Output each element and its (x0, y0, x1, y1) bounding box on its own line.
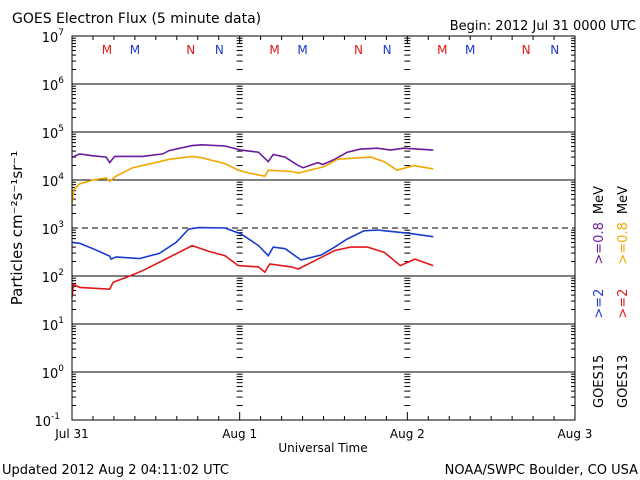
y-tick-label: 103 (42, 220, 64, 238)
x-tick-label: Aug 2 (390, 427, 425, 441)
legend: GOES15 >=2 >=0.8 MeV GOES13 >=2 >=0.8 MeV (592, 186, 631, 408)
legend-column-goes15: GOES15 >=2 >=0.8 MeV (592, 186, 607, 408)
gridlines (72, 83, 575, 373)
credit-label: NOAA/SWPC Boulder, CO USA (445, 463, 638, 478)
event-marker-m: M (130, 43, 140, 57)
legend-2mev: >=2 (592, 289, 607, 319)
legend-2mev: >=2 (616, 289, 631, 319)
y-tick-label: 100 (42, 364, 65, 382)
axis-ticks (71, 36, 576, 420)
event-marker-m: M (297, 43, 307, 57)
event-marker-m: M (437, 43, 447, 57)
event-marker-n: N (215, 43, 224, 57)
legend-unit: MeV (592, 186, 607, 214)
begin-label: Begin: 2012 Jul 31 0000 UTC (450, 19, 636, 34)
x-tick-labels: Jul 31 Aug 1 Aug 2 Aug 3 (54, 427, 592, 441)
x-tick-label: Aug 3 (558, 427, 593, 441)
plot-frame (71, 35, 576, 421)
event-marker-n: N (522, 43, 531, 57)
y-tick-label: 10-1 (34, 412, 60, 430)
event-marker-m: M (102, 43, 112, 57)
legend-column-goes13: GOES13 >=2 >=0.8 MeV (616, 186, 631, 408)
legend-08mev: >=0.8 (616, 222, 631, 264)
chart-title: GOES Electron Flux (5 minute data) (12, 11, 261, 27)
y-tick-labels: 107 106 105 104 103 102 101 100 10-1 (34, 28, 64, 430)
updated-timestamp: Updated 2012 Aug 2 04:11:02 UTC (2, 463, 229, 478)
y-tick-label: 104 (42, 172, 65, 190)
event-marker-m: M (465, 43, 475, 57)
event-marker-n: N (550, 43, 559, 57)
event-marker-n: N (383, 43, 392, 57)
legend-unit: MeV (616, 186, 631, 214)
legend-sat: GOES15 (592, 355, 607, 408)
legend-08mev: >=0.8 (592, 222, 607, 264)
y-tick-label: 101 (42, 316, 64, 334)
event-marker-n: N (354, 43, 363, 57)
series-line-goes15-0-8-mev (71, 143, 434, 169)
y-axis-label: Particles cm⁻²s⁻¹sr⁻¹ (8, 151, 26, 305)
y-tick-label: 107 (42, 28, 64, 46)
event-marker-m: M (269, 43, 279, 57)
x-tick-label: Aug 1 (222, 427, 257, 441)
event-marker-n: N (186, 43, 195, 57)
legend-sat: GOES13 (616, 355, 631, 408)
series-line-goes13-0-8-mev (71, 155, 434, 203)
y-tick-label: 106 (42, 76, 65, 94)
x-tick-label: Jul 31 (54, 427, 89, 441)
x-axis-label: Universal Time (278, 441, 367, 455)
series-line-goes15-2-mev (71, 226, 434, 261)
y-tick-label: 105 (42, 124, 64, 142)
series-group (71, 143, 434, 298)
series-line-goes13-2-mev (71, 244, 434, 298)
y-tick-label: 102 (42, 268, 64, 286)
